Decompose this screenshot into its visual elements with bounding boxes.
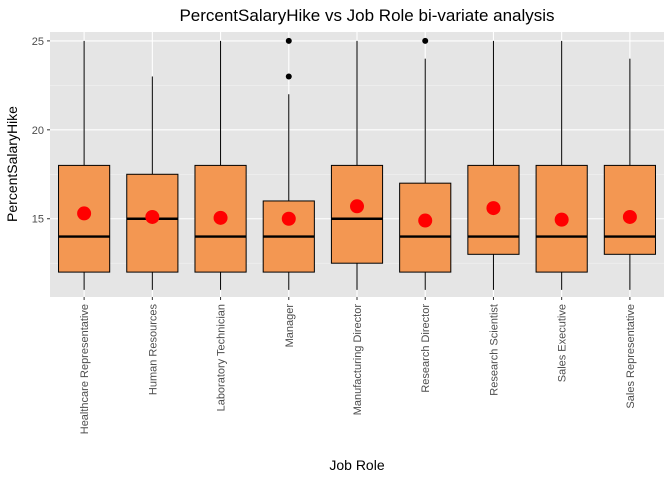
outlier-point bbox=[285, 73, 292, 80]
mean-point bbox=[145, 209, 160, 224]
mean-point bbox=[350, 199, 364, 214]
x-tick-label: Laboratory Technician bbox=[216, 304, 228, 411]
box-group bbox=[126, 76, 179, 290]
x-tick-label: Sales Executive bbox=[557, 304, 569, 382]
x-tick-label: Research Scientist bbox=[488, 304, 500, 396]
iqr-box bbox=[603, 164, 656, 255]
iqr-box bbox=[535, 164, 588, 273]
mean-point bbox=[622, 209, 637, 224]
y-tick-label: 25 bbox=[32, 36, 44, 48]
mean-point bbox=[77, 206, 92, 221]
iqr-box bbox=[399, 182, 452, 273]
x-tick-label: Manager bbox=[284, 304, 296, 348]
outlier-point bbox=[285, 37, 292, 44]
y-axis-title: PercentSalaryHike bbox=[4, 106, 20, 222]
mean-point bbox=[554, 212, 569, 227]
x-tick-label: Research Director bbox=[420, 304, 432, 393]
mean-point bbox=[281, 211, 296, 226]
box-group bbox=[399, 37, 452, 290]
box-group bbox=[330, 40, 384, 290]
axis-layer: 15 20 25 Healthcare Representative Human Res… bbox=[32, 36, 637, 434]
x-tick-label: Human Resources bbox=[147, 304, 159, 396]
box-layer bbox=[58, 37, 656, 290]
mean-point bbox=[213, 210, 228, 225]
x-tick-label: Manufacturing Director bbox=[352, 304, 364, 416]
chart-title: PercentSalaryHike vs Job Role bi-variate… bbox=[179, 6, 554, 25]
mean-point bbox=[418, 213, 433, 228]
y-tick-label: 20 bbox=[32, 125, 44, 137]
box-group bbox=[535, 40, 588, 290]
box-group bbox=[262, 37, 315, 290]
outlier-point bbox=[422, 37, 429, 44]
x-tick-label: Sales Representative bbox=[625, 304, 637, 409]
x-axis-title: Job Role bbox=[329, 457, 384, 473]
box-group bbox=[58, 40, 111, 290]
iqr-box bbox=[330, 164, 384, 264]
box-group bbox=[467, 40, 520, 290]
mean-point bbox=[486, 201, 501, 216]
x-tick-label: Healthcare Representative bbox=[79, 304, 91, 434]
y-tick-label: 15 bbox=[32, 214, 44, 226]
box-group bbox=[603, 58, 656, 290]
box-group bbox=[194, 40, 247, 290]
